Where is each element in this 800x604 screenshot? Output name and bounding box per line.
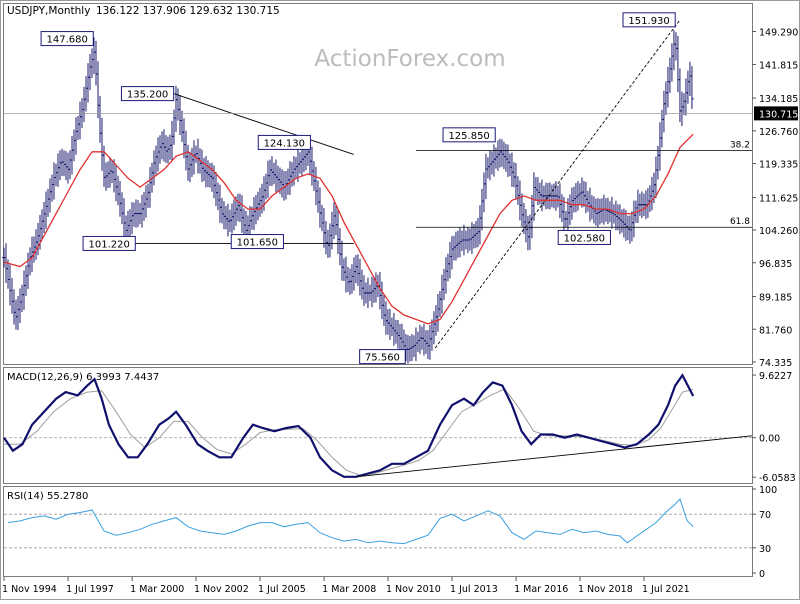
price-annotation-label: 147.680 [46,35,87,46]
current-price-tag [754,106,798,121]
rsi-tick-label: 100 [759,485,777,496]
price-tick-label: 119.335 [759,160,798,171]
trendline [173,93,354,155]
x-tick-label: 1 Jul 1997 [66,584,114,595]
price-tick-label: 96.835 [759,259,792,270]
x-tick-label: 1 Jul 2013 [450,584,498,595]
x-tick-label: 1 Mar 2000 [130,584,184,595]
rsi-tick-label: 70 [759,510,771,521]
macd-trendline [355,435,753,478]
dashed-trendline [434,19,681,349]
watermark: ActionForex.com [314,46,505,72]
x-tick-label: 1 Nov 1994 [2,584,57,595]
price-annotation-box [230,234,284,250]
fib-level-label: 38.2 [730,140,750,150]
moving-average-line [3,133,694,325]
price-tick-label: 81.760 [759,325,792,336]
price-annotation-label: 102.580 [564,233,605,244]
price-annotation-box [442,127,496,143]
price-annotation-label: 151.930 [628,16,669,27]
x-tick-label: 1 Mar 2016 [514,584,568,595]
price-tick-label: 149.290 [759,27,798,38]
x-tick-label: 1 Jul 2021 [642,584,690,595]
price-annotation-box [120,86,175,102]
price-annotation-label: 101.650 [237,238,278,249]
price-tick-label: 126.760 [759,127,798,138]
price-annotation-label: 135.200 [127,90,168,101]
x-tick-label: 1 Nov 2018 [578,584,633,595]
x-tick-label: 1 Jul 2005 [258,584,306,595]
price-panel [3,3,753,365]
price-annotation-label: 101.220 [88,239,129,250]
macd-line [3,373,695,478]
rsi-line [8,498,694,545]
fib-level-label: 61.8 [730,217,750,227]
price-annotation-box [82,235,136,251]
macd-tick-label: -6.0583 [759,473,796,484]
macd-tick-label: 9.6227 [759,371,792,382]
macd-panel [3,367,753,484]
price-tick-label: 141.815 [759,60,798,71]
price-annotation-box [359,349,406,365]
price-tick-label: 74.335 [759,358,792,369]
price-annotation-box [557,229,611,245]
price-annotation-label: 125.850 [448,131,489,142]
price-tick-label: 134.185 [759,94,798,105]
price-annotation-label: 75.560 [365,353,400,364]
x-tick-label: 1 Nov 2010 [386,584,441,595]
macd-title: MACD(12,26,9) 6.3993 7.4437 [7,372,159,383]
price-tick-label: 89.185 [759,293,792,304]
price-annotation-box [622,12,676,28]
price-annotation-box [257,134,311,150]
x-tick-label: 1 Nov 2002 [194,584,249,595]
price-annotation-box [40,31,94,47]
macd-tick-label: 0.00 [759,434,780,445]
current-price-label: 130.715 [759,109,798,120]
rsi-title: RSI(14) 55.2780 [7,491,88,502]
rsi-panel [3,486,753,577]
ohlc-label: 136.122 137.906 129.632 130.715 [96,5,280,17]
x-tick-label: 1 Mar 2008 [322,584,376,595]
rsi-tick-label: 30 [759,544,771,555]
symbol-label: USDJPY,Monthly [7,5,90,17]
rsi-tick-label: 0 [759,569,765,580]
price-annotation-label: 124.130 [264,138,305,149]
price-tick-label: 104.260 [759,226,798,237]
price-tick-label: 111.625 [759,194,798,205]
